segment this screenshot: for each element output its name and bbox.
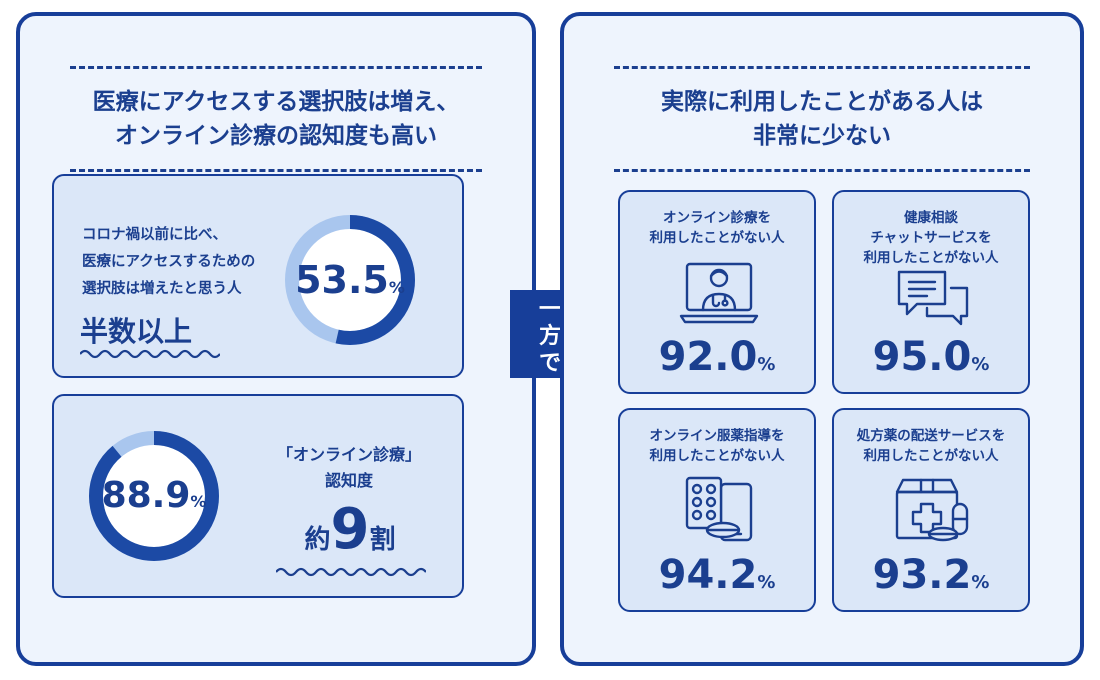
stat-label-line: 健康相談	[904, 210, 958, 226]
stat-label: 処方薬の配送サービスを 利用したことがない人	[834, 426, 1028, 466]
majority-value-unit: %	[388, 278, 405, 297]
awareness-title-line-2: 認知度	[324, 471, 373, 490]
majority-card: コロナ禍以前に比べ、 医療にアクセスするための 選択肢は増えたと思う人 半数以上…	[52, 174, 464, 378]
stat-label-line: 利用したことがない人	[863, 448, 999, 464]
medicine-box-icon	[895, 478, 969, 542]
majority-donut-fill	[285, 215, 415, 345]
awareness-title: 「オンライン診療」 認知度	[264, 442, 434, 494]
majority-wave-underline	[80, 349, 220, 359]
awareness-headline-number: 9	[330, 497, 370, 562]
stat-value-unit: %	[971, 354, 990, 375]
stat-label-line: オンライン服薬指導を	[649, 428, 785, 444]
stat-value: 92.0%	[620, 332, 814, 390]
doctor-monitor-icon	[679, 262, 759, 324]
right-panel-title: 実際に利用したことがある人は 非常に少ない	[614, 66, 1030, 172]
awareness-headline: 約9割	[270, 500, 430, 560]
left-title-line-1: 医療にアクセスする選択肢は増え、	[92, 89, 460, 115]
stat-value-unit: %	[971, 572, 990, 593]
awareness-headline-prefix: 約	[304, 525, 331, 555]
majority-donut-chart: 53.5%	[280, 210, 420, 350]
stat-card-prescription-delivery: 処方薬の配送サービスを 利用したことがない人 93.2%	[832, 408, 1030, 612]
stat-card-online-medication: オンライン服薬指導を 利用したことがない人 94.2%	[618, 408, 816, 612]
left-panel-title: 医療にアクセスする選択肢は増え、 オンライン診療の認知度も高い	[70, 66, 482, 172]
stat-card-online-consultation: オンライン診療を 利用したことがない人 92.0%	[618, 190, 816, 394]
stat-label: 健康相談 チャットサービスを 利用したことがない人	[834, 208, 1028, 268]
stat-label-line: 利用したことがない人	[649, 448, 785, 464]
majority-description-line-1: コロナ禍以前に比べ、	[82, 227, 227, 243]
stat-value-unit: %	[757, 572, 776, 593]
awareness-title-line-1: 「オンライン診療」	[276, 445, 421, 464]
contrast-label: 一方で	[538, 297, 561, 376]
stat-label-line: 利用したことがない人	[649, 230, 785, 246]
stat-label-line: チャットサービスを	[870, 230, 992, 246]
awareness-wave-underline	[276, 567, 426, 577]
majority-value: 53.5%	[280, 258, 420, 310]
awareness-card: 88.9% 「オンライン診療」 認知度 約9割	[52, 394, 464, 598]
majority-description: コロナ禍以前に比べ、 医療にアクセスするための 選択肢は増えたと思う人	[82, 222, 255, 303]
awareness-headline-suffix: 割	[369, 525, 396, 555]
stat-value-number: 95.0	[872, 334, 972, 380]
stat-value-number: 93.2	[872, 552, 972, 598]
stat-value: 93.2%	[834, 550, 1028, 608]
awareness-value: 88.9%	[84, 474, 224, 524]
stat-label-line: オンライン診療を	[663, 210, 771, 226]
awareness-donut-chart: 88.9%	[84, 426, 224, 566]
awareness-donut-fill	[89, 431, 219, 561]
stat-value: 94.2%	[620, 550, 814, 608]
stat-card-health-chat: 健康相談 チャットサービスを 利用したことがない人 95.0%	[832, 190, 1030, 394]
majority-description-line-3: 選択肢は増えたと思う人	[82, 281, 242, 297]
majority-value-number: 53.5	[295, 258, 389, 302]
right-title-line-1: 実際に利用したことがある人は	[661, 89, 983, 115]
awareness-value-unit: %	[190, 492, 207, 511]
stat-label: オンライン服薬指導を 利用したことがない人	[620, 426, 814, 466]
stat-value-unit: %	[757, 354, 776, 375]
stat-value-number: 94.2	[658, 552, 758, 598]
majority-headline: 半数以上	[80, 315, 193, 348]
awareness-value-number: 88.9	[101, 475, 191, 516]
left-title-line-2: オンライン診療の認知度も高い	[115, 123, 437, 149]
stat-label-line: 処方薬の配送サービスを	[856, 428, 1006, 444]
chat-bubbles-icon	[897, 270, 969, 326]
stat-value-number: 92.0	[658, 334, 758, 380]
right-title-line-2: 非常に少ない	[753, 123, 891, 149]
stat-value: 95.0%	[834, 332, 1028, 390]
pills-tablet-icon	[685, 476, 753, 542]
majority-description-line-2: 医療にアクセスするための	[82, 254, 256, 270]
stat-label: オンライン診療を 利用したことがない人	[620, 208, 814, 248]
stat-label-line: 利用したことがない人	[863, 250, 999, 266]
